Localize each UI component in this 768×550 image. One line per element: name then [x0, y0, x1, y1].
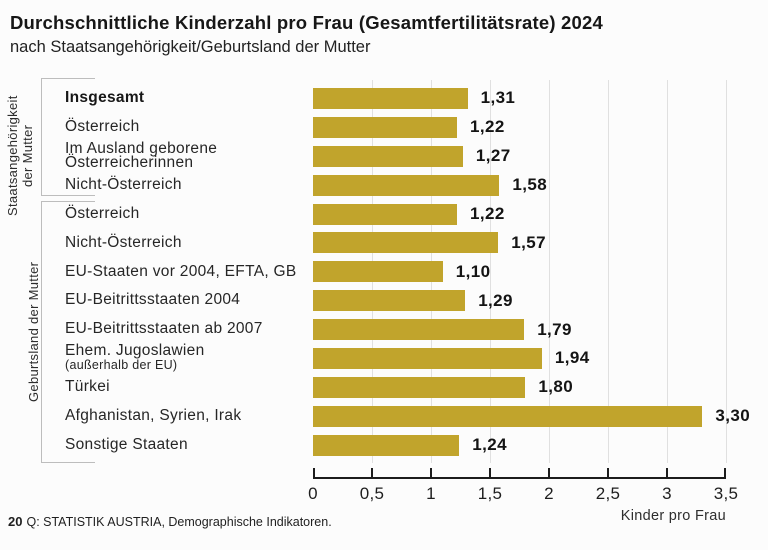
value-label: 1,58 — [512, 175, 548, 195]
value-label: 3,30 — [715, 406, 751, 426]
gridline — [666, 80, 668, 463]
value-label: 1,79 — [537, 319, 572, 339]
axis-tick-label: 0 — [308, 484, 318, 503]
chart-row: Österreich 1,22 — [0, 200, 768, 229]
chart-row: EU-Staaten vor 2004, EFTA, GB 1,10 — [0, 257, 768, 286]
gridline — [489, 80, 491, 463]
value-label: 1,29 — [478, 290, 513, 310]
value-label: 1,10 — [455, 261, 491, 281]
bar — [313, 145, 463, 167]
x-axis-title: Kinder pro Frau — [620, 508, 726, 524]
bar — [313, 174, 500, 196]
category-label: Ehem. Jugoslawien (außerhalb der EU) — [65, 341, 205, 373]
chart-rows: Insgesamt 1,31 Österreich 1,22 Im Ausland ge… — [0, 84, 768, 460]
chart-row: Nicht-Österreich 1,58 — [0, 171, 768, 200]
category-label: EU-Staaten vor 2004, EFTA, GB — [65, 262, 297, 280]
value-label: 1,80 — [538, 377, 574, 397]
bar — [313, 434, 460, 456]
axis-tick — [371, 468, 373, 477]
bar — [313, 347, 542, 369]
axis-tick — [489, 468, 491, 477]
source-note: 20 Q: STATISTIK AUSTRIA, Demographische I… — [8, 514, 332, 529]
bar — [313, 405, 703, 427]
axis-tick — [313, 468, 315, 477]
axis-tick-label: 2 — [544, 484, 554, 503]
axis-tick-label: 3,5 — [713, 484, 739, 503]
bar — [313, 261, 443, 283]
value-label: 1,22 — [470, 117, 505, 137]
category-label: Insgesamt — [65, 89, 145, 107]
axis-tick — [548, 468, 550, 477]
chart-subtitle: nach Staatsangehörigkeit/Geburtsland der… — [10, 38, 371, 56]
category-label: EU-Beitrittsstaaten 2004 — [65, 291, 241, 309]
value-label: 1,31 — [480, 88, 516, 108]
axis-tick-label: 3 — [662, 484, 672, 503]
bar — [313, 376, 526, 398]
chart-row: Afghanistan, Syrien, Irak 3,30 — [0, 402, 768, 431]
category-label: Österreich — [65, 204, 140, 222]
chart-row: Österreich 1,22 — [0, 113, 768, 142]
chart-row: Nicht-Österreich 1,57 — [0, 228, 768, 257]
page-number: 20 — [8, 514, 23, 529]
axis-tick-label: 2,5 — [595, 484, 621, 503]
category-label: Türkei — [65, 378, 110, 396]
axis-tick-label: 1,5 — [477, 484, 503, 503]
chart-row: Türkei 1,80 — [0, 373, 768, 402]
gridline — [607, 80, 609, 463]
bar — [313, 319, 525, 341]
chart-row: EU-Beitrittsstaaten ab 2007 1,79 — [0, 315, 768, 344]
axis-tick — [430, 468, 432, 477]
bar — [313, 203, 457, 225]
group-bracket-geburtsland — [41, 201, 95, 463]
axis-tick — [607, 468, 609, 477]
value-label: 1,24 — [472, 435, 507, 455]
bar — [313, 290, 466, 312]
bar — [313, 116, 457, 138]
axis-tick — [724, 468, 726, 477]
value-label: 1,27 — [475, 146, 511, 166]
chart-row: Ehem. Jugoslawien (außerhalb der EU) 1,94 — [0, 341, 768, 373]
x-axis — [313, 468, 726, 479]
category-label: Nicht-Österreich — [65, 175, 182, 193]
value-label: 1,57 — [511, 232, 546, 252]
axis-tick — [666, 468, 668, 477]
category-label: Nicht-Österreich — [65, 233, 182, 251]
category-label: Sonstige Staaten — [65, 435, 188, 453]
chart-row: EU-Beitrittsstaaten 2004 1,29 — [0, 286, 768, 315]
chart-row: Im Ausland geborene Österreicherinnen 1,27 — [0, 139, 768, 172]
value-label: 1,94 — [554, 348, 590, 368]
bar — [313, 232, 499, 254]
value-label: 1,22 — [470, 204, 505, 223]
axis-tick-label: 1 — [426, 484, 436, 503]
category-label: Afghanistan, Syrien, Irak — [65, 406, 242, 424]
chart-row: Insgesamt 1,31 — [0, 84, 768, 113]
chart-row: Sonstige Staaten 1,24 — [0, 431, 768, 460]
axis-tick-label: 0,5 — [359, 484, 385, 503]
group-bracket-staatsangehoerigkeit — [41, 78, 95, 196]
chart-title: Durchschnittliche Kinderzahl pro Frau (G… — [10, 12, 604, 33]
source-text: Q: STATISTIK AUSTRIA, Demographische Ind… — [26, 515, 332, 529]
gridline — [725, 80, 727, 463]
bar — [313, 87, 468, 109]
category-label: Österreich — [65, 118, 140, 136]
gridline — [548, 80, 550, 463]
category-label: EU-Beitrittsstaaten ab 2007 — [65, 320, 263, 338]
category-label: Im Ausland geborene Österreicherinnen — [65, 139, 218, 172]
x-axis-tick-labels: 0 0,5 1 1,5 2 2,5 3 3,5 — [308, 484, 738, 504]
